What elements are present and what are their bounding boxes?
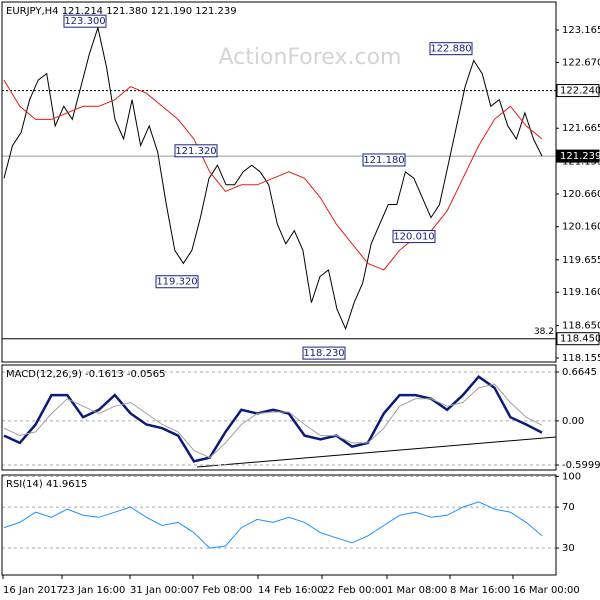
series-line [3,25,543,331]
y-tick-label: 118.155 [562,353,600,364]
y-tick-label: 0.6645 [562,367,597,378]
annotation-box [302,346,346,360]
annotation-label: 118.230 [303,348,344,359]
x-tick-label: 31 Jan 00:00 [130,585,193,596]
y-tick-label: -0.5999 [562,460,600,471]
y-tick-label: 122.670 [562,57,600,68]
annotation-label: 119.320 [156,277,197,288]
panel-title: MACD(12,26,9) -0.1613 -0.0565 [6,369,166,380]
panel-title: EURJPY,H4 121.214 121.380 121.190 121.23… [6,6,237,17]
y-tick-label: 30 [562,543,575,554]
level-label: 121.239 [560,151,600,162]
annotation-label: 121.320 [175,146,216,157]
annotation-box [392,230,436,244]
level-note: 38.2 [534,327,554,337]
x-tick-label: 23 Jan 16:00 [62,585,125,596]
annotation-label: 123.300 [64,16,105,27]
panel-title: RSI(14) 41.9615 [6,479,87,490]
level-box [556,149,600,163]
y-tick-label: 120.160 [562,222,600,233]
x-tick-label: 16 Jan 2017 [3,585,63,596]
level-box [556,84,600,98]
series-line [3,501,543,549]
x-tick-label: 7 Feb 08:00 [193,585,252,596]
series-line [3,383,543,459]
y-tick-label: 123.165 [562,25,600,36]
y-tick-label: 120.660 [562,189,600,200]
annotation-box [429,42,473,56]
panel-border [1,1,557,363]
y-tick-label: 119.655 [562,255,600,266]
y-tick-label: 100 [562,471,581,482]
x-tick-label: 16 Mar 00:00 [513,585,580,596]
annotation-box [63,14,107,28]
annotation-label: 122.880 [430,44,471,55]
level-box [556,332,600,346]
level-label: 122.240 [560,86,600,97]
level-label: 118.450 [560,334,600,345]
annotation-label: 121.180 [363,155,404,166]
trendline [196,436,557,468]
x-tick-label: 8 Mar 16:00 [450,585,510,596]
annotation-label: 120.010 [393,232,434,243]
y-tick-label: 70 [562,502,575,513]
y-tick-label: 119.160 [562,287,600,298]
annotation-box [362,153,406,167]
x-tick-label: 14 Feb 16:00 [258,585,324,596]
y-tick-label: 0.00 [562,416,584,427]
series-line [3,79,543,271]
annotation-box [174,144,218,158]
y-tick-label: 121.665 [562,123,600,134]
watermark: ActionForex.com [219,45,402,70]
annotation-box [155,275,199,289]
y-tick-label: 118.650 [562,321,600,332]
x-tick-label: 22 Feb 00:00 [322,585,388,596]
panel-border [1,474,557,576]
panel-border [1,364,557,471]
x-tick-label: 1 Mar 08:00 [387,585,447,596]
